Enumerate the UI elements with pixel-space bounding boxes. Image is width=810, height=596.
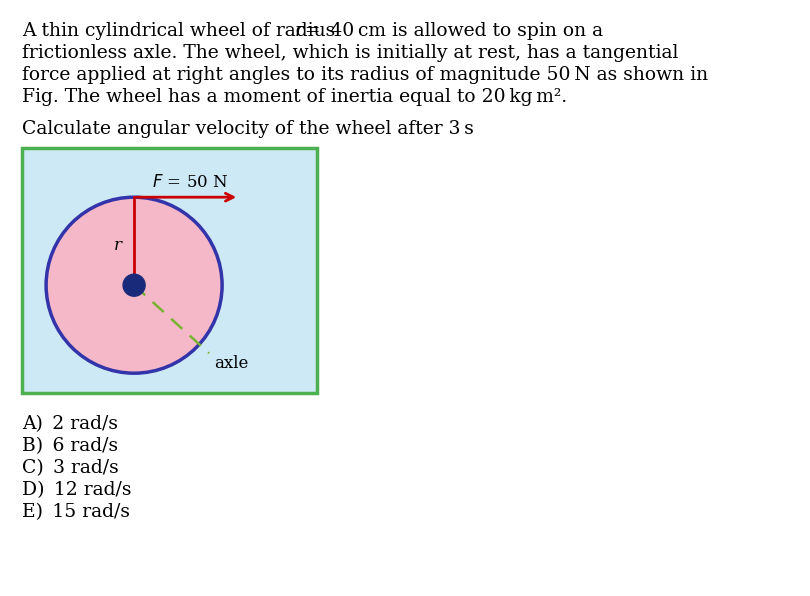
Text: C) 3 rad/s: C) 3 rad/s xyxy=(22,459,119,477)
Text: r: r xyxy=(114,237,122,254)
Text: axle: axle xyxy=(214,355,249,372)
Bar xyxy=(22,148,317,393)
Text: A) 2 rad/s: A) 2 rad/s xyxy=(22,415,118,433)
Text: A thin cylindrical wheel of radius: A thin cylindrical wheel of radius xyxy=(22,22,341,40)
Text: D) 12 rad/s: D) 12 rad/s xyxy=(22,481,131,499)
Text: $F$ = 50 N: $F$ = 50 N xyxy=(152,174,228,191)
Circle shape xyxy=(123,274,145,296)
Text: r: r xyxy=(295,22,304,40)
Text: E) 15 rad/s: E) 15 rad/s xyxy=(22,503,130,521)
Text: frictionless axle. The wheel, which is initially at rest, has a tangential: frictionless axle. The wheel, which is i… xyxy=(22,44,679,62)
Text: =  40 cm is allowed to spin on a: = 40 cm is allowed to spin on a xyxy=(301,22,603,40)
Text: Fig. The wheel has a moment of inertia equal to 20 kg m².: Fig. The wheel has a moment of inertia e… xyxy=(22,88,567,106)
Text: force applied at right angles to its radius of magnitude 50 N as shown in: force applied at right angles to its rad… xyxy=(22,66,708,84)
Text: Calculate angular velocity of the wheel after 3 s: Calculate angular velocity of the wheel … xyxy=(22,120,474,138)
Text: B) 6 rad/s: B) 6 rad/s xyxy=(22,437,118,455)
Circle shape xyxy=(46,197,222,373)
